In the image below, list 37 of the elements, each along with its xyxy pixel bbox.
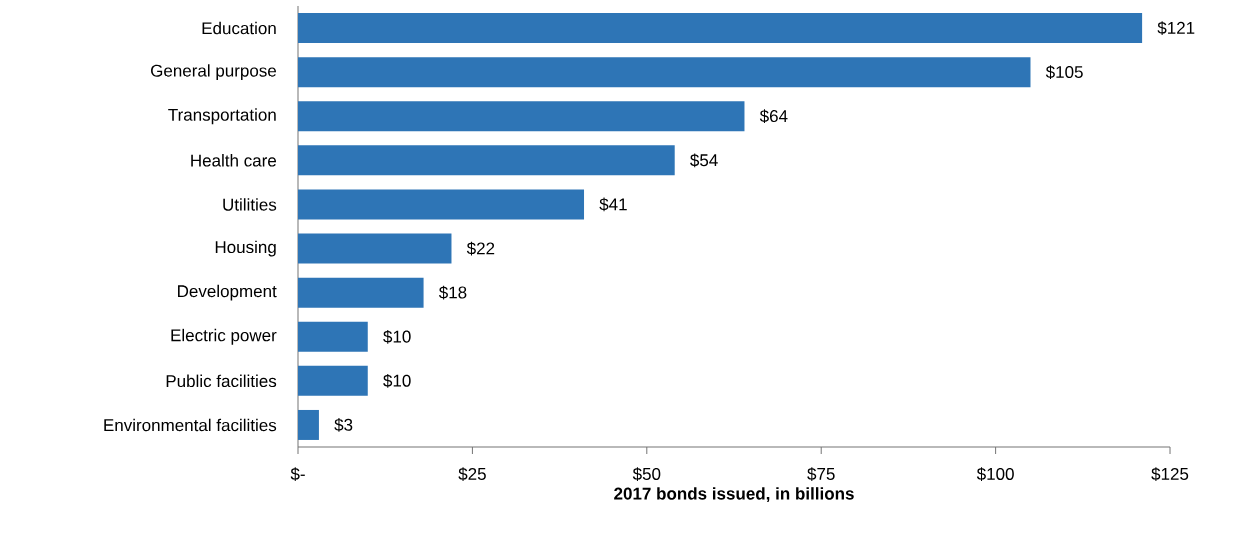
data-label: $10 (383, 373, 411, 388)
bar (298, 233, 452, 264)
y-tick-label: Environmental facilities (104, 418, 277, 432)
bar (298, 101, 745, 132)
bar (298, 409, 319, 440)
y-tick-label: Education (202, 21, 276, 35)
y-tick-label: Housing (215, 240, 276, 257)
bar (298, 321, 368, 352)
data-label: $105 (1045, 65, 1083, 80)
data-label: $10 (383, 329, 411, 344)
data-label: $3 (334, 418, 353, 432)
data-label: $18 (438, 285, 467, 300)
x-tick-label: $100 (976, 467, 1014, 481)
bar (298, 189, 585, 220)
x-tick-label: $75 (807, 467, 835, 481)
y-tick-label: Electric power (171, 328, 277, 345)
y-tick-label: Public facilities (166, 374, 277, 388)
x-axis-title: 2017 bonds issued, in billions (614, 487, 854, 503)
data-label: $54 (690, 153, 718, 168)
y-tick-label: Health care (191, 154, 277, 167)
x-tick-label: $50 (632, 467, 661, 481)
data-label: $121 (1157, 21, 1195, 35)
x-tick-label: $- (290, 467, 305, 481)
bar (298, 365, 368, 396)
y-tick-label: Development (178, 284, 277, 301)
bar (298, 145, 675, 176)
data-label: $41 (599, 197, 627, 212)
bar (298, 277, 424, 308)
x-tick-label: $125 (1151, 467, 1189, 481)
bar (298, 57, 1031, 88)
bar (298, 13, 1143, 44)
y-tick-label: Transportation (168, 108, 276, 125)
x-tick-label: $25 (458, 467, 486, 481)
y-tick-label: General purpose (151, 64, 277, 81)
data-label: $22 (466, 241, 495, 256)
data-label: $64 (759, 109, 788, 124)
y-tick-label: Utilities (223, 198, 277, 211)
